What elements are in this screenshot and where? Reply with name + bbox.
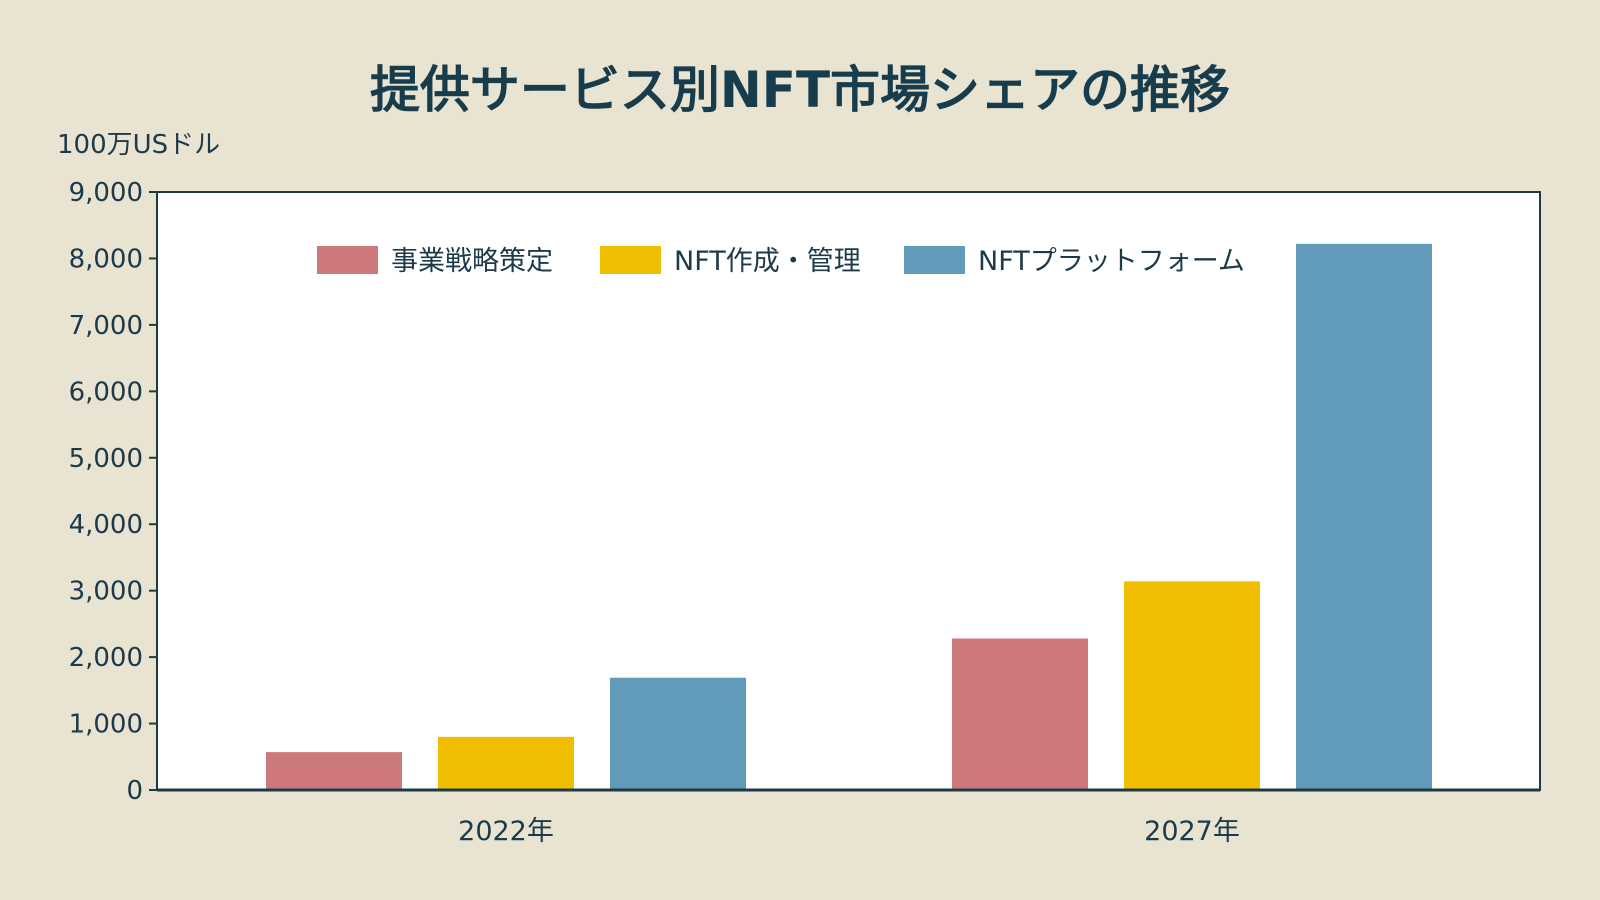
- chart-title: 提供サービス別NFT市場シェアの推移: [369, 61, 1231, 119]
- bar-1-0: [952, 638, 1088, 790]
- x-tick-label: 2022年: [458, 816, 554, 847]
- y-tick-label: 4,000: [69, 510, 143, 540]
- legend-swatch-0: [317, 246, 378, 274]
- legend-swatch-1: [600, 246, 661, 274]
- bar-1-2: [1296, 243, 1432, 790]
- bar-0-0: [266, 752, 402, 790]
- y-tick-label: 1,000: [69, 710, 143, 740]
- y-tick-label: 6,000: [69, 377, 143, 407]
- y-tick-label: 7,000: [69, 311, 143, 341]
- y-tick-label: 9,000: [69, 178, 143, 208]
- y-axis-unit-label: 100万USドル: [57, 130, 221, 160]
- y-tick-label: 5,000: [69, 444, 143, 474]
- y-tick-label: 3,000: [69, 577, 143, 607]
- legend-label-0: 事業戦略策定: [391, 246, 553, 277]
- x-tick-label: 2027年: [1144, 816, 1240, 847]
- bar-1-1: [1124, 581, 1260, 790]
- legend-label-2: NFTプラットフォーム: [978, 246, 1245, 277]
- y-tick-label: 0: [126, 776, 143, 806]
- legend-swatch-2: [904, 246, 965, 274]
- bar-0-1: [438, 736, 574, 790]
- y-tick-label: 2,000: [69, 643, 143, 673]
- y-tick-label: 8,000: [69, 244, 143, 274]
- legend-label-1: NFT作成・管理: [674, 246, 861, 277]
- bar-0-2: [610, 677, 746, 790]
